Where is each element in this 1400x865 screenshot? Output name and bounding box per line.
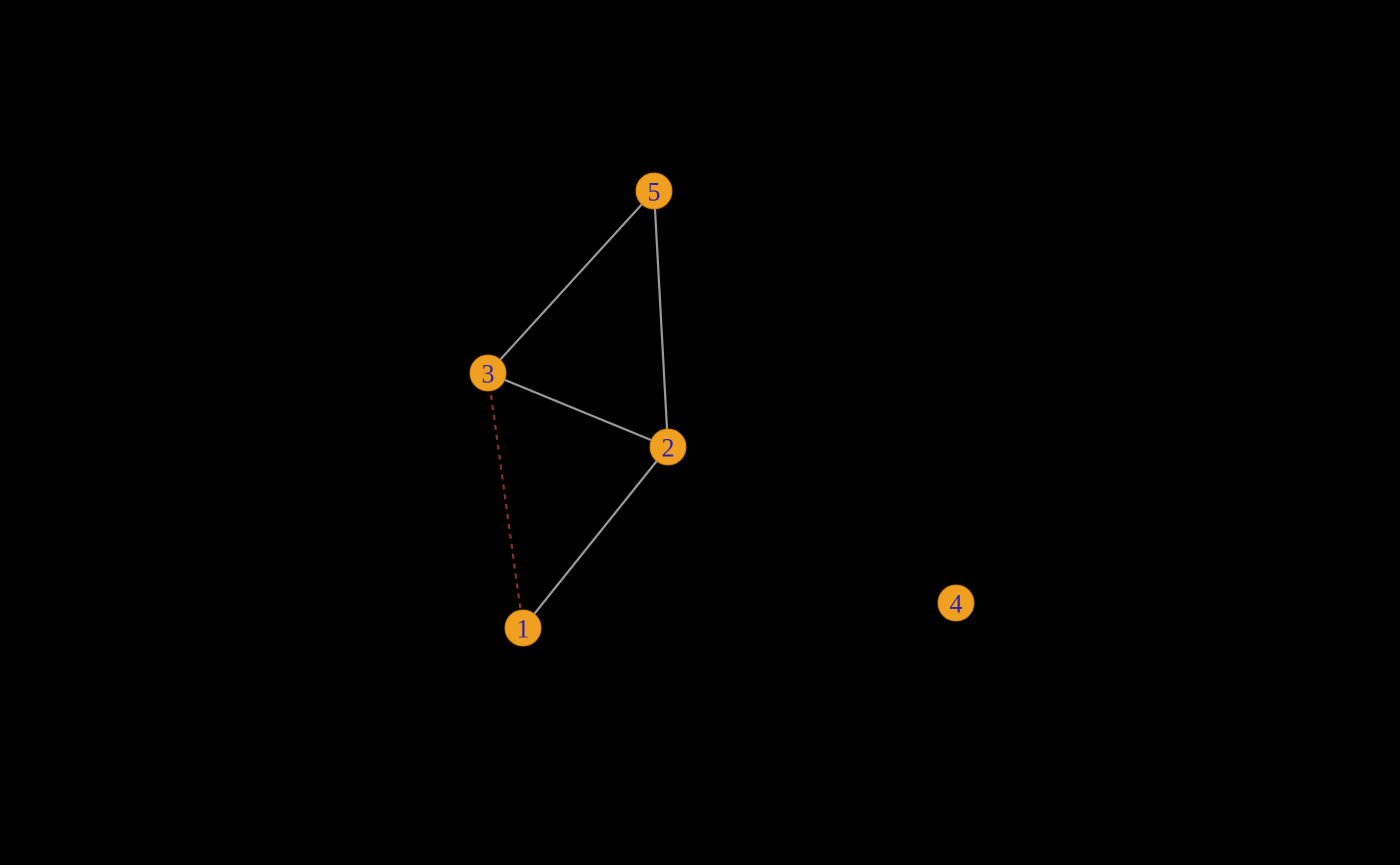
node-label-1: 1	[517, 615, 530, 644]
node-1: 1	[505, 610, 541, 646]
node-5: 5	[636, 173, 672, 209]
node-3: 3	[470, 355, 506, 391]
edge-1-2	[523, 447, 668, 628]
node-4: 4	[938, 585, 974, 621]
network-graph: 1 2 3 4 5	[0, 0, 1400, 865]
node-2: 2	[650, 429, 686, 465]
node-label-4: 4	[950, 590, 963, 619]
edge-2-3	[488, 373, 668, 447]
edge-3-5	[488, 191, 654, 373]
node-label-3: 3	[482, 360, 495, 389]
edge-2-5	[654, 191, 668, 447]
node-label-2: 2	[662, 434, 675, 463]
node-label-5: 5	[648, 178, 661, 207]
edge-1-3	[488, 373, 523, 628]
